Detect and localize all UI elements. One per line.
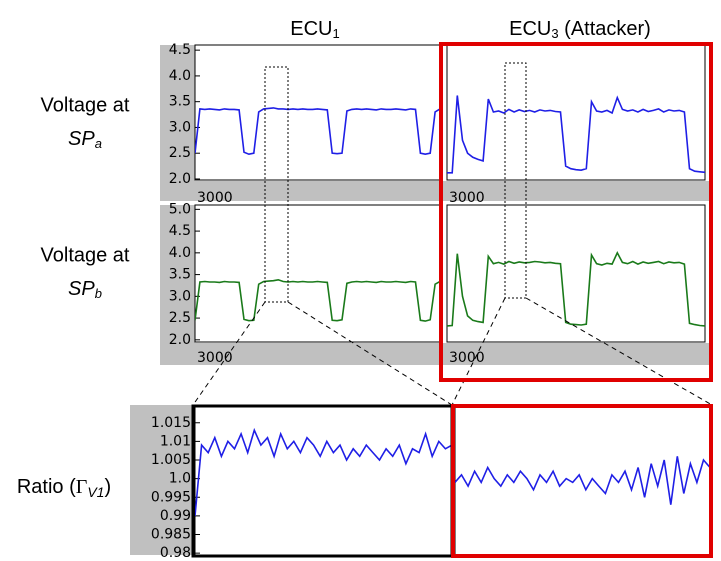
y-tick-label: 5.0 [169, 201, 191, 217]
y-label: SPa [68, 128, 102, 151]
panel: 2.02.53.03.54.04.55.030004000 [169, 201, 441, 366]
attacker-box [451, 404, 713, 558]
y-label-subscript: V1 [87, 484, 104, 500]
zoom-connector [451, 297, 506, 406]
y-label: Ratio (ΓV1) [17, 476, 111, 500]
attacker-box [439, 42, 713, 382]
x-tick-label: 3000 [449, 190, 485, 206]
y-tick-label: 1.01 [160, 433, 191, 449]
y-tick-label: 0.99 [160, 508, 191, 524]
data-line [195, 107, 440, 156]
axis-strip [160, 205, 195, 345]
plots: 2.0 2.5 3.0 3.5 4.0 4.5 3000400030004000 2.0 2.5… [151, 42, 711, 561]
y-tick-label: 3.5 [169, 267, 191, 283]
y-tick-label: 4.5 [169, 223, 191, 239]
panel: 2.02.53.03.54.04.530004000 [169, 42, 441, 206]
plot-area [194, 44, 441, 181]
data-line [195, 427, 452, 516]
data-line [455, 456, 710, 505]
y-label-subscript: b [95, 286, 102, 301]
axis-strip [160, 45, 195, 185]
axis-strip [160, 343, 710, 365]
zoom-box [264, 66, 289, 303]
plot-area [446, 204, 706, 343]
y-tick-label: 3.0 [169, 119, 191, 135]
plot-area [446, 44, 706, 181]
data-line [195, 278, 440, 322]
y-label-symbol: SP [68, 128, 95, 150]
y-label: Voltage at [41, 94, 130, 116]
y-label-subscript: a [95, 136, 102, 151]
panel [454, 405, 711, 556]
y-label-prefix: Ratio ( [17, 476, 76, 498]
x-tick-label: 3000 [197, 350, 233, 366]
y-tick-label: 1.015 [151, 415, 191, 431]
x-tick-label: 3000 [449, 350, 485, 366]
y-tick-label: 3.0 [169, 288, 191, 304]
y-label-symbol: Γ [76, 476, 88, 498]
y-tick-label: 2.0 [169, 332, 191, 348]
y-label: SPb [68, 278, 102, 301]
header-suffix: (Attacker) [559, 18, 651, 40]
y-tick-label: 0.98 [160, 545, 191, 561]
y-tick-label: 1.0 [169, 471, 191, 487]
column-header: ECU1 [290, 18, 339, 41]
y-tick-label: 1.005 [151, 452, 191, 468]
x-tick-label: 3000 [197, 190, 233, 206]
y-tick-label: 2.0 [169, 171, 191, 187]
header-text: ECU [509, 18, 551, 40]
header-subscript: 3 [551, 26, 558, 41]
plot-area [194, 405, 453, 556]
y-tick-label: 4.0 [169, 245, 191, 261]
panel: 30004000 [446, 44, 706, 206]
y-label: Voltage at [41, 244, 130, 266]
y-tick-label: 4.0 [169, 68, 191, 84]
header-subscript: 1 [333, 26, 340, 41]
y-label-suffix: ) [104, 476, 111, 498]
plot-area [194, 204, 441, 343]
data-line [447, 250, 705, 327]
zoom-connector [192, 301, 266, 406]
y-tick-label: 2.5 [169, 310, 191, 326]
header-text: ECU [290, 18, 332, 40]
axis-strip [130, 405, 193, 555]
y-tick-label: 3.5 [169, 94, 191, 110]
y-tick-label: 0.995 [151, 489, 191, 505]
data-line [447, 95, 705, 174]
panel: 30004000 [446, 204, 706, 366]
y-tick-label: 0.985 [151, 527, 191, 543]
panel: 0.98 0.985 0.99 0.995 1.0 1.005 1.01 1.015 [151, 405, 453, 561]
y-tick-label: 4.5 [169, 42, 191, 58]
y-tick-label: 2.5 [169, 145, 191, 161]
column-header: ECU3 (Attacker) [509, 18, 651, 41]
axis-strip [160, 181, 710, 201]
y-label-symbol: SP [68, 278, 95, 300]
